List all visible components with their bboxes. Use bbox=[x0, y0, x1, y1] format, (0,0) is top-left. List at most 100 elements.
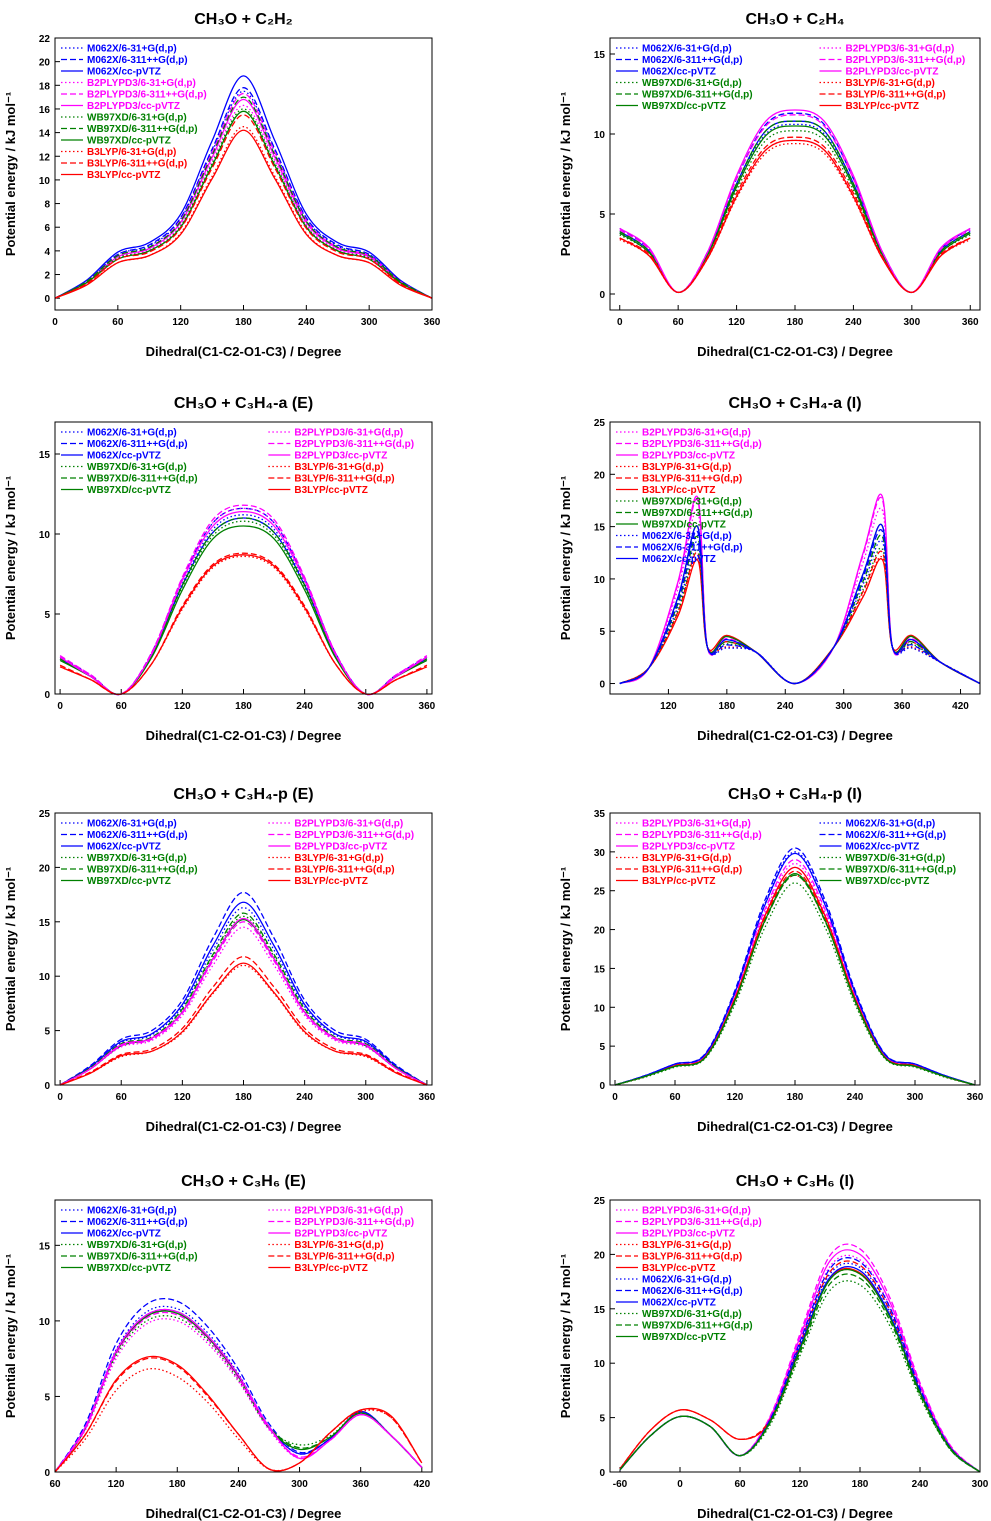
y-tick-label: 8 bbox=[44, 200, 50, 211]
x-tick-label: 360 bbox=[967, 1092, 984, 1103]
legend-label: WB97XD/cc-pVTZ bbox=[642, 520, 726, 531]
x-axis-label: Dihedral(C1-C2-O1-C3) / Degree bbox=[697, 1119, 893, 1134]
legend-label: B2PLYPD3/6-31+G(d,p) bbox=[642, 1206, 751, 1217]
chart-title: CH₃O + C₂H₂ bbox=[194, 11, 293, 28]
legend-label: M062X/6-31+G(d,p) bbox=[87, 1206, 177, 1217]
legend-label: B2PLYPD3/6-31+G(d,p) bbox=[294, 1206, 403, 1217]
legend-label: B3LYP/6-31+G(d,p) bbox=[87, 147, 176, 158]
y-tick-label: 0 bbox=[599, 1081, 605, 1092]
y-tick-label: 22 bbox=[39, 34, 51, 45]
legend-label: B2PLYPD3/6-31+G(d,p) bbox=[87, 78, 196, 89]
legend-label: B3LYP/cc-pVTZ bbox=[642, 485, 716, 496]
x-tick-label: 0 bbox=[677, 1479, 683, 1490]
legend-label: M062X/cc-pVTZ bbox=[87, 67, 161, 78]
curve bbox=[55, 1299, 422, 1472]
x-tick-label: 0 bbox=[57, 1092, 63, 1103]
legend-label: B3LYP/6-31+G(d,p) bbox=[642, 462, 731, 473]
x-tick-label: 120 bbox=[172, 317, 189, 328]
legend-label: B3LYP/6-31+G(d,p) bbox=[294, 853, 383, 864]
legend-label: B2PLYPD3/6-311++G(d,p) bbox=[294, 830, 414, 841]
x-axis-label: Dihedral(C1-C2-O1-C3) / Degree bbox=[146, 344, 342, 359]
y-tick-label: 5 bbox=[44, 1027, 50, 1038]
legend-label: M062X/6-31+G(d,p) bbox=[642, 1275, 732, 1286]
legend-label: M062X/cc-pVTZ bbox=[642, 1298, 716, 1309]
curve bbox=[60, 922, 427, 1085]
legend-label: B3LYP/6-311++G(d,p) bbox=[642, 474, 742, 485]
legend-label: B3LYP/cc-pVTZ bbox=[642, 1263, 716, 1274]
legend-label: WB97XD/cc-pVTZ bbox=[642, 1332, 726, 1343]
curve bbox=[60, 555, 427, 695]
legend-label: B2PLYPD3/6-31+G(d,p) bbox=[294, 428, 403, 439]
y-tick-label: 10 bbox=[39, 530, 51, 541]
curve bbox=[620, 126, 971, 292]
x-tick-label: 240 bbox=[296, 701, 313, 712]
y-tick-label: 20 bbox=[39, 58, 51, 69]
y-tick-label: 10 bbox=[39, 1317, 51, 1328]
x-tick-label: 60 bbox=[673, 317, 685, 328]
legend-label: B3LYP/6-31+G(d,p) bbox=[294, 1240, 383, 1251]
curve bbox=[55, 1312, 422, 1472]
y-tick-label: 35 bbox=[594, 809, 606, 820]
legend-label: WB97XD/6-311++G(d,p) bbox=[642, 90, 753, 101]
legend-label: B3LYP/cc-pVTZ bbox=[294, 876, 368, 887]
legend-label: WB97XD/cc-pVTZ bbox=[87, 485, 171, 496]
y-tick-label: 10 bbox=[594, 1003, 606, 1014]
legend-label: M062X/6-31+G(d,p) bbox=[642, 44, 732, 55]
legend-label: B2PLYPD3/6-31+G(d,p) bbox=[846, 44, 955, 55]
legend-label: M062X/6-311++G(d,p) bbox=[642, 55, 743, 66]
panel: CH₃O + C₃H₄-p (I)Dihedral(C1-C2-O1-C3) /… bbox=[558, 786, 984, 1134]
y-tick-label: 25 bbox=[594, 1196, 606, 1207]
legend-label: B2PLYPD3/6-31+G(d,p) bbox=[294, 819, 403, 830]
legend-label: B3LYP/6-311++G(d,p) bbox=[294, 474, 394, 485]
curve bbox=[620, 121, 971, 292]
legend-label: M062X/6-311++G(d,p) bbox=[642, 543, 743, 554]
y-tick-label: 5 bbox=[599, 210, 605, 221]
legend-label: B3LYP/6-311++G(d,p) bbox=[642, 865, 742, 876]
y-tick-label: 10 bbox=[594, 130, 606, 141]
chart-title: CH₃O + C₃H₄-a (I) bbox=[728, 395, 861, 412]
y-axis-label: Potential energy / kJ mol⁻¹ bbox=[3, 92, 18, 256]
x-tick-label: -60 bbox=[613, 1479, 628, 1490]
curve bbox=[55, 1310, 422, 1472]
x-tick-label: 420 bbox=[952, 701, 969, 712]
curve bbox=[620, 124, 971, 292]
y-tick-label: 0 bbox=[599, 680, 605, 691]
legend-label: M062X/cc-pVTZ bbox=[87, 842, 161, 853]
chart-title: CH₃O + C₃H₆ (E) bbox=[181, 1173, 306, 1190]
legend-label: B2PLYPD3/6-311++G(d,p) bbox=[642, 439, 762, 450]
x-tick-label: 240 bbox=[847, 1092, 864, 1103]
legend-label: M062X/6-31+G(d,p) bbox=[87, 428, 177, 439]
x-tick-label: 60 bbox=[734, 1479, 746, 1490]
curve bbox=[60, 553, 427, 694]
legend-label: B3LYP/cc-pVTZ bbox=[87, 170, 161, 181]
y-tick-label: 15 bbox=[594, 523, 606, 534]
curve bbox=[60, 957, 427, 1085]
x-tick-label: 360 bbox=[962, 317, 979, 328]
y-axis-label: Potential energy / kJ mol⁻¹ bbox=[3, 476, 18, 640]
y-tick-label: 20 bbox=[594, 470, 606, 481]
legend-label: M062X/6-311++G(d,p) bbox=[846, 830, 947, 841]
legend-label: B2PLYPD3/6-31+G(d,p) bbox=[642, 428, 751, 439]
x-tick-label: 240 bbox=[845, 317, 862, 328]
y-tick-label: 5 bbox=[599, 627, 605, 638]
x-tick-label: 300 bbox=[361, 317, 378, 328]
legend-label: WB97XD/cc-pVTZ bbox=[87, 1263, 171, 1274]
y-tick-label: 25 bbox=[594, 418, 606, 429]
legend-label: WB97XD/cc-pVTZ bbox=[846, 876, 930, 887]
y-tick-label: 15 bbox=[39, 1241, 51, 1252]
x-tick-label: 0 bbox=[617, 317, 623, 328]
y-tick-label: 20 bbox=[594, 1250, 606, 1261]
curve bbox=[615, 874, 975, 1085]
legend-label: M062X/6-31+G(d,p) bbox=[846, 819, 936, 830]
legend-label: B3LYP/cc-pVTZ bbox=[294, 485, 368, 496]
legend-label: WB97XD/6-311++G(d,p) bbox=[87, 474, 198, 485]
curve bbox=[60, 526, 427, 694]
y-tick-label: 10 bbox=[594, 1359, 606, 1370]
legend-label: B3LYP/6-31+G(d,p) bbox=[846, 78, 935, 89]
legend-label: M062X/cc-pVTZ bbox=[87, 451, 161, 462]
legend-label: B2PLYPD3/cc-pVTZ bbox=[294, 1229, 387, 1240]
x-tick-label: 360 bbox=[894, 701, 911, 712]
legend-label: WB97XD/6-31+G(d,p) bbox=[87, 1240, 187, 1251]
y-axis-label: Potential energy / kJ mol⁻¹ bbox=[558, 867, 573, 1031]
legend-label: WB97XD/6-311++G(d,p) bbox=[642, 508, 753, 519]
